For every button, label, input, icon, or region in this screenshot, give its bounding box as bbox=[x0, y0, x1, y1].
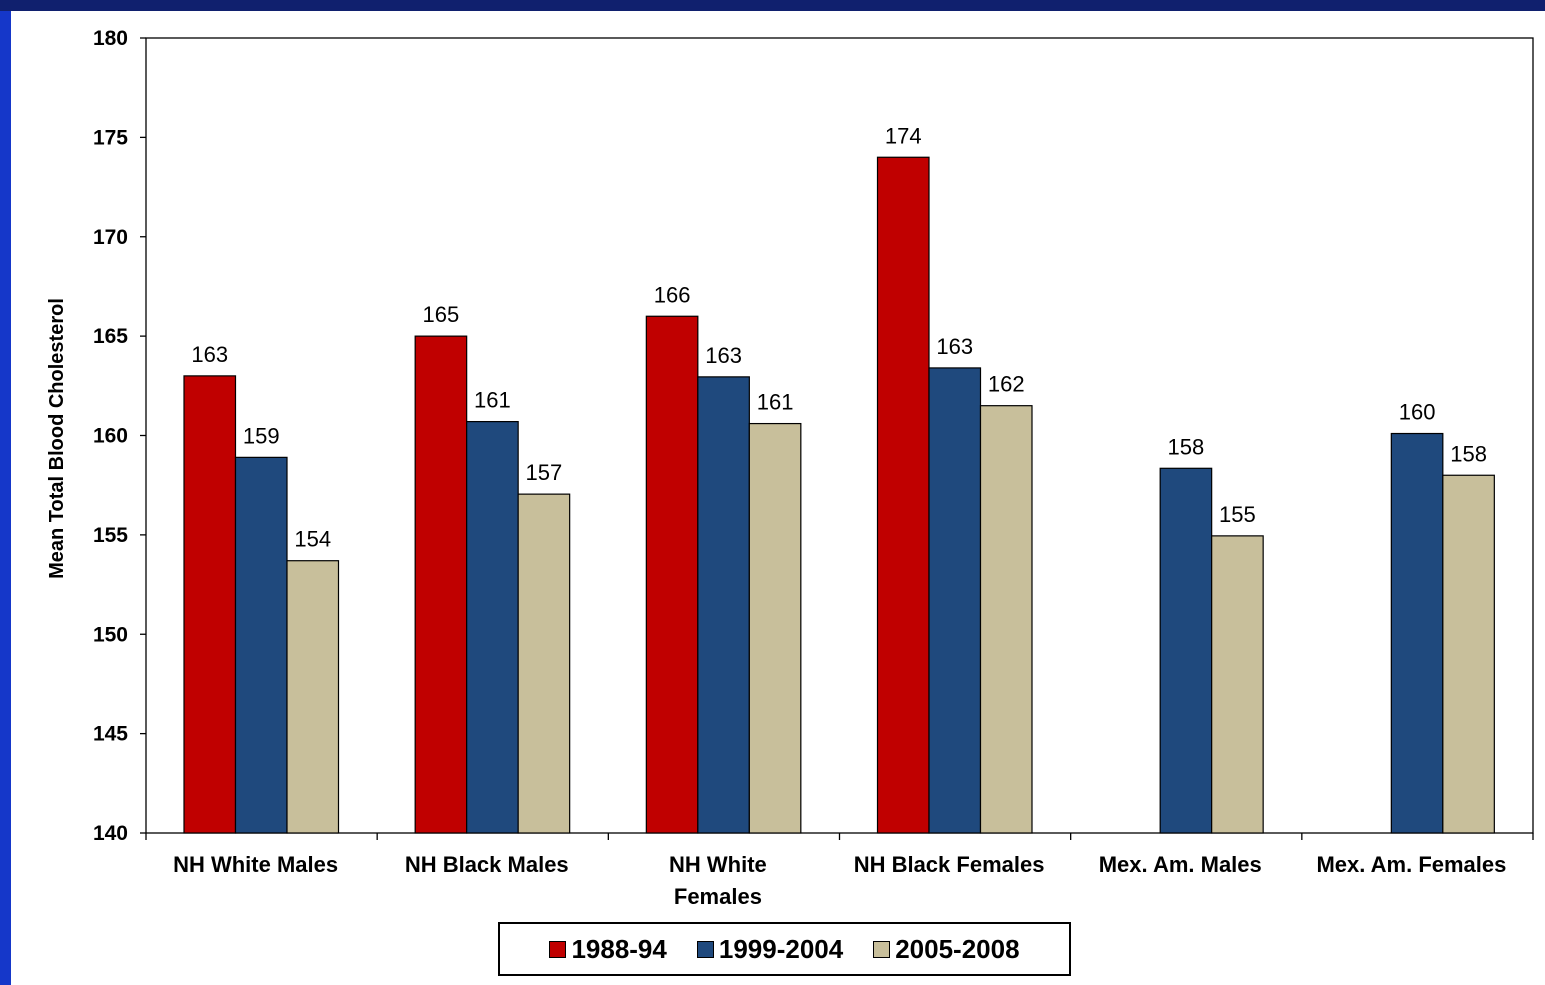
bar bbox=[697, 376, 750, 834]
bar bbox=[748, 422, 802, 834]
data-label: 155 bbox=[1219, 502, 1256, 527]
slide-title-band bbox=[0, 0, 1545, 11]
bar bbox=[1442, 474, 1495, 834]
bar bbox=[183, 375, 237, 834]
data-label: 163 bbox=[705, 343, 742, 368]
x-category-label: NH White Males bbox=[173, 852, 338, 877]
legend-swatch bbox=[873, 940, 891, 958]
plot-area-frame bbox=[145, 37, 1534, 834]
bar bbox=[645, 315, 699, 834]
x-category-label: Mex. Am. Females bbox=[1316, 852, 1506, 877]
bar bbox=[1159, 467, 1213, 834]
legend-swatch bbox=[549, 940, 567, 958]
data-label: 160 bbox=[1399, 400, 1436, 425]
bar bbox=[979, 405, 1033, 834]
bar bbox=[876, 156, 930, 834]
legend-item: 1988-94 bbox=[549, 933, 667, 965]
y-tick-label: 160 bbox=[93, 425, 128, 448]
data-label: 157 bbox=[526, 460, 563, 485]
bar bbox=[1390, 432, 1444, 834]
data-label: 159 bbox=[243, 423, 280, 448]
data-label: 163 bbox=[936, 334, 973, 359]
x-category-label: NH Black Females bbox=[854, 852, 1045, 877]
x-category-label: NH Black Males bbox=[405, 852, 569, 877]
data-label: 154 bbox=[294, 527, 331, 552]
data-label: 158 bbox=[1168, 434, 1205, 459]
x-category-label: Females bbox=[674, 884, 762, 909]
legend-label: 1999-2004 bbox=[718, 933, 844, 964]
y-tick-label: 155 bbox=[93, 524, 128, 547]
data-label: 165 bbox=[423, 302, 460, 327]
legend-label: 1988-94 bbox=[571, 933, 667, 964]
data-label: 163 bbox=[191, 342, 228, 367]
bar bbox=[928, 367, 982, 834]
data-label: 161 bbox=[474, 388, 511, 413]
legend-label: 2005-2008 bbox=[895, 933, 1020, 964]
y-tick-label: 165 bbox=[93, 325, 128, 348]
data-label: 162 bbox=[988, 372, 1025, 397]
data-label: 158 bbox=[1450, 441, 1487, 466]
bar bbox=[414, 335, 468, 834]
bar bbox=[286, 560, 340, 834]
y-tick-label: 150 bbox=[93, 623, 128, 646]
y-axis-title: Mean Total Blood Cholesterol bbox=[46, 298, 68, 579]
y-tick-label: 180 bbox=[93, 27, 128, 50]
y-tick-label: 145 bbox=[93, 723, 128, 746]
data-label: 166 bbox=[654, 282, 691, 307]
y-tick-label: 175 bbox=[93, 126, 128, 149]
bar bbox=[466, 420, 519, 834]
legend-item: 1999-2004 bbox=[696, 933, 844, 965]
bar bbox=[1211, 535, 1264, 834]
x-category-label: Mex. Am. Males bbox=[1099, 852, 1262, 877]
y-tick-label: 170 bbox=[93, 226, 128, 249]
chart-legend: 1988-94 1999-2004 2005-2008 bbox=[498, 922, 1071, 976]
legend-swatch bbox=[696, 940, 714, 958]
legend-item: 2005-2008 bbox=[873, 933, 1020, 965]
data-label: 161 bbox=[757, 390, 794, 415]
bar bbox=[234, 456, 288, 834]
slide-left-band bbox=[0, 0, 11, 985]
bar bbox=[517, 493, 571, 834]
x-category-label: NH White bbox=[669, 852, 767, 877]
data-label: 174 bbox=[885, 123, 922, 148]
y-tick-label: 140 bbox=[93, 822, 128, 845]
